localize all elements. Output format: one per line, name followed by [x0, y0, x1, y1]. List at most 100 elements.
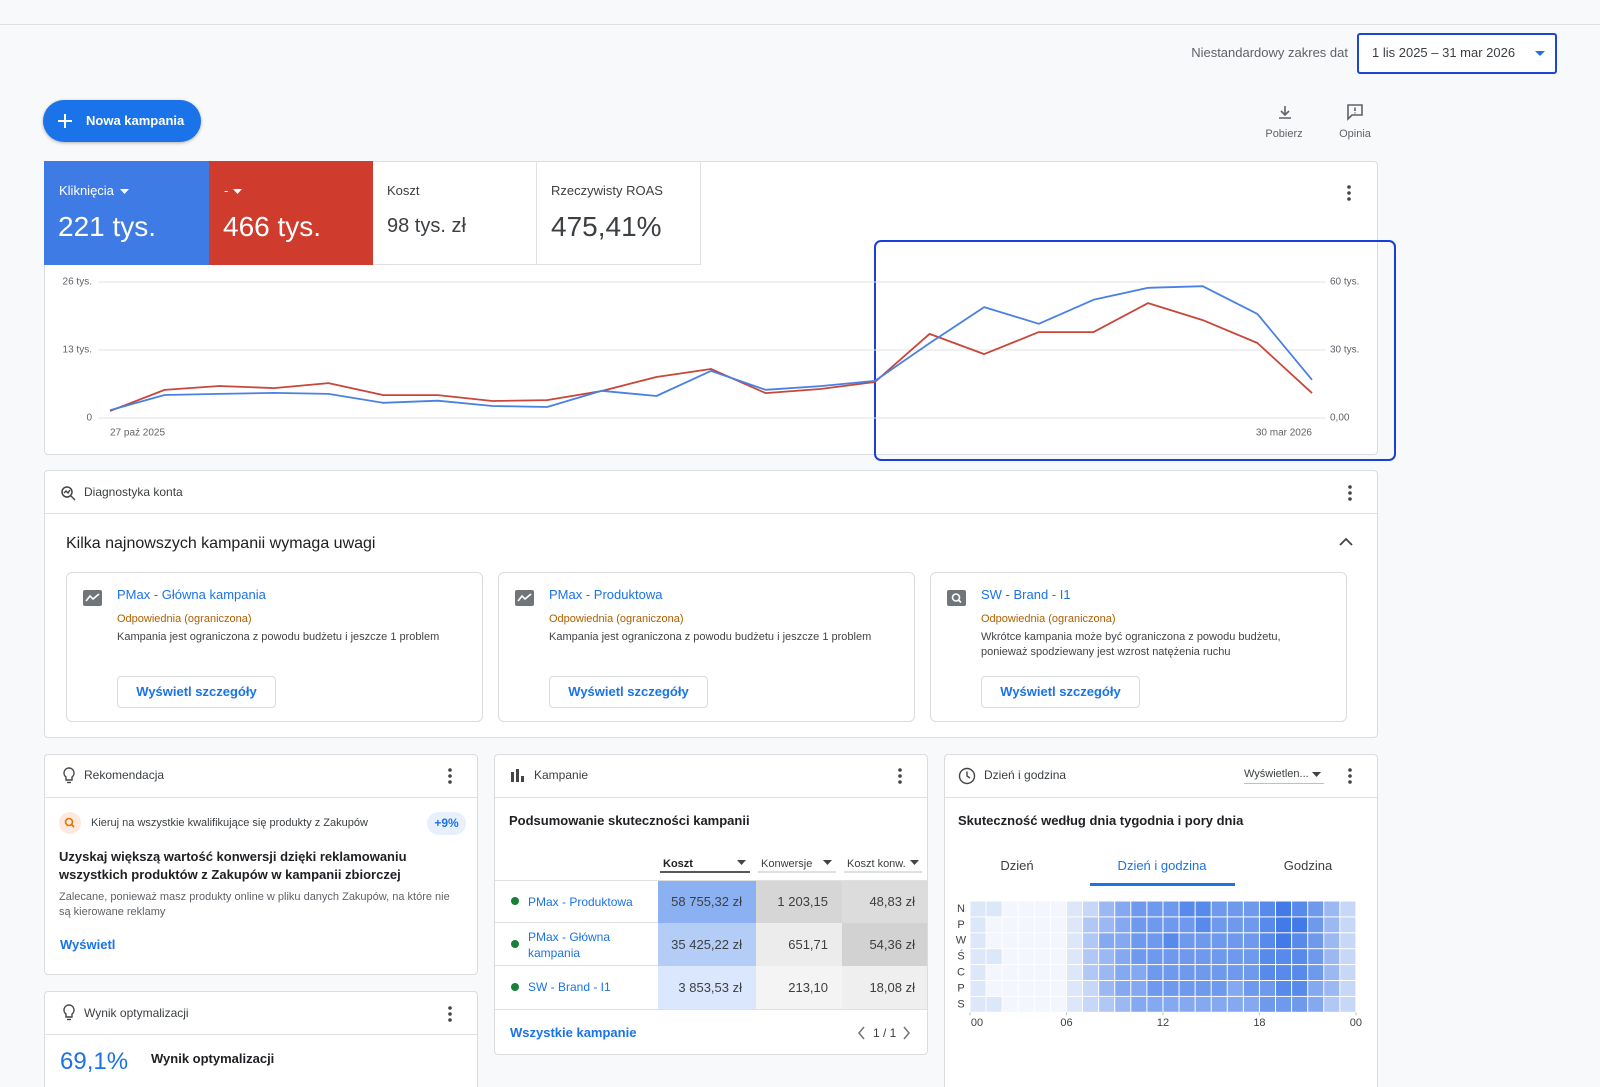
campaign-issue: Kampania jest ograniczona z powodu budże…	[549, 631, 872, 643]
divider	[45, 1034, 477, 1035]
header-decor	[660, 860, 922, 873]
date-range-value: 1 lis 2025 – 31 mar 2026	[1372, 45, 1516, 60]
metric-tile[interactable]: Kliknięcia 221 tys.	[44, 161, 209, 265]
card-title: Dzień i godzina	[984, 768, 1067, 782]
menu-button[interactable]	[1347, 185, 1351, 201]
conversions-cell: 1 203,15	[756, 881, 842, 923]
cpa-cell: 18,08 zł	[842, 966, 927, 1009]
issue-card: SW - Brand - I1 Odpowiednia (ograniczona…	[930, 572, 1347, 722]
conversions-cell: 213,10	[756, 966, 842, 1009]
cost-cell: 35 425,22 zł	[658, 923, 756, 966]
uplift-badge: +9%	[427, 812, 466, 835]
tab[interactable]: Godzina	[1283, 858, 1333, 873]
divider	[945, 797, 1377, 798]
all-campaigns-link[interactable]: Wszystkie kampanie	[510, 1025, 637, 1040]
cost-cell: 58 755,32 zł	[658, 881, 756, 923]
campaign-name[interactable]: PMax - Produktowa	[549, 587, 663, 602]
pager-arrows[interactable]	[857, 1026, 917, 1040]
status-dots	[511, 897, 519, 991]
metric-tile[interactable]: Rzeczywisty ROAS 475,41%	[537, 161, 701, 265]
campaign-link[interactable]: SW - Brand - I1	[528, 980, 611, 994]
divider	[495, 1009, 927, 1010]
collapse-icon[interactable]	[1339, 537, 1353, 546]
issue-card: PMax - Główna kampania Odpowiednia (ogra…	[66, 572, 483, 722]
new-campaign-button[interactable]: Nowa kampania	[43, 100, 201, 142]
metric-tile[interactable]: Koszt 98 tys. zł	[373, 161, 537, 265]
metric-label: Kliknięcia	[59, 183, 114, 198]
column-header[interactable]: Koszt konw.	[847, 858, 906, 870]
divider	[495, 797, 927, 798]
metric-dropdown[interactable]: Wyświetlen...	[1244, 767, 1324, 784]
day-hour-card: Dzień i godzina Wyświetlen... Skutecznoś…	[944, 754, 1378, 1087]
divider	[495, 922, 658, 923]
top-divider	[0, 24, 1600, 25]
divider	[45, 797, 477, 798]
menu-button[interactable]	[898, 768, 902, 784]
campaign-link[interactable]: PMax - Główna kampania	[528, 930, 611, 960]
metric-label: Koszt	[387, 183, 420, 198]
tab[interactable]: Dzień	[1000, 858, 1034, 873]
tab-active[interactable]: Dzień i godzina	[1117, 858, 1207, 873]
recommendation-description: Zalecane, ponieważ masz produkty online …	[59, 891, 450, 918]
divider	[495, 880, 927, 881]
details-button[interactable]: Wyświetl szczegóły	[981, 676, 1140, 708]
dropdown-arrow	[1312, 772, 1321, 777]
campaign-status: Odpowiednia (ograniczona)	[981, 613, 1116, 625]
plus-icon	[58, 114, 72, 128]
dropdown-arrow	[120, 189, 129, 194]
card-subtitle: Podsumowanie skuteczności kampanii	[509, 813, 750, 828]
column-header[interactable]: Konwersje	[761, 858, 813, 870]
metric-value: 98 tys. zł	[387, 215, 466, 237]
cpa-cell: 54,36 zł	[842, 923, 927, 966]
search-icon	[59, 812, 81, 834]
divider	[495, 965, 658, 966]
metric-value: 466 tys.	[223, 211, 322, 242]
menu-button[interactable]	[1348, 768, 1352, 784]
campaigns-card: Kampanie Podsumowanie skuteczności kampa…	[494, 754, 928, 1055]
campaign-name[interactable]: PMax - Główna kampania	[117, 587, 266, 602]
view-link[interactable]: Wyświetl	[60, 937, 116, 952]
campaign-link[interactable]: PMax - Produktowa	[528, 895, 633, 909]
clock-icon	[958, 767, 976, 785]
metric-label: Rzeczywisty ROAS	[551, 183, 663, 198]
download-label[interactable]: Pobierz	[1265, 128, 1303, 140]
date-range-label: Niestandardowy zakres dat	[1191, 45, 1348, 60]
issue-card: PMax - Produktowa Odpowiednia (ograniczo…	[498, 572, 915, 722]
campaign-name[interactable]: SW - Brand - I1	[981, 587, 1071, 602]
campaign-issue: Wkrótce kampania może być ograniczona z …	[981, 631, 1281, 658]
dropdown-arrow	[1535, 51, 1545, 56]
date-range-picker[interactable]: 1 lis 2025 – 31 mar 2026	[1357, 33, 1557, 74]
campaign-icon	[83, 590, 102, 606]
menu-button[interactable]	[448, 768, 452, 784]
menu-button[interactable]	[448, 1006, 452, 1022]
diagnostics-heading: Kilka najnowszych kampanii wymaga uwagi	[66, 535, 376, 552]
cost-cell: 3 853,53 zł	[658, 966, 756, 1009]
card-subtitle: Skuteczność według dnia tygodnia i pory …	[958, 813, 1244, 828]
new-campaign-label: Nowa kampania	[86, 113, 185, 128]
bulb-icon	[63, 1004, 75, 1021]
feedback-icon[interactable]	[1346, 103, 1364, 121]
optimization-card: Wynik optymalizacji 69,1% Wynik optymali…	[44, 991, 478, 1087]
bulb-icon	[63, 767, 75, 784]
metric-value: 221 tys.	[58, 211, 157, 242]
details-button[interactable]: Wyświetl szczegóły	[549, 676, 708, 708]
card-title: Kampanie	[534, 768, 589, 782]
download-icon[interactable]	[1276, 104, 1294, 122]
metric-tile[interactable]: - 466 tys.	[209, 161, 373, 265]
cpa-cell: 48,83 zł	[842, 881, 927, 923]
optimization-label: Wynik optymalizacji	[151, 1051, 275, 1066]
conversions-cell: 651,71	[756, 923, 842, 966]
feedback-label[interactable]: Opinia	[1339, 128, 1371, 140]
divider	[45, 513, 1377, 514]
campaign-status: Odpowiednia (ograniczona)	[117, 613, 252, 625]
campaign-issue: Kampania jest ograniczona z powodu budże…	[117, 631, 440, 643]
card-title: Diagnostyka konta	[84, 485, 183, 499]
details-button[interactable]: Wyświetl szczegóły	[117, 676, 276, 708]
card-title: Rekomendacja	[84, 768, 165, 782]
campaign-icon	[947, 590, 966, 606]
menu-button[interactable]	[1348, 485, 1352, 501]
bar-icon	[511, 769, 524, 782]
column-header[interactable]: Koszt	[663, 858, 693, 870]
metric-label: -	[224, 183, 229, 198]
